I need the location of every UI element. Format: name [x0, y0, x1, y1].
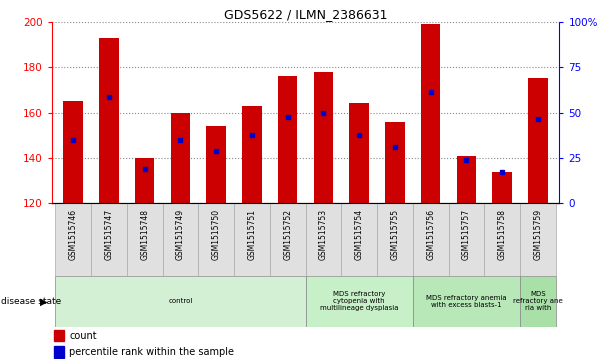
Bar	[54, 330, 64, 341]
Bar	[385, 122, 405, 203]
Bar	[242, 106, 261, 203]
Bar	[520, 203, 556, 276]
Text: control: control	[168, 298, 193, 304]
Bar	[198, 203, 234, 276]
Text: GSM1515750: GSM1515750	[212, 209, 221, 260]
Title: GDS5622 / ILMN_2386631: GDS5622 / ILMN_2386631	[224, 8, 387, 21]
Text: GSM1515759: GSM1515759	[533, 209, 542, 260]
Text: GSM1515753: GSM1515753	[319, 209, 328, 260]
Text: count: count	[69, 331, 97, 341]
Bar	[350, 103, 369, 203]
Bar	[413, 276, 520, 327]
Text: ▶: ▶	[40, 296, 47, 306]
Bar	[421, 24, 440, 203]
Text: GSM1515754: GSM1515754	[354, 209, 364, 260]
Bar	[457, 156, 476, 203]
Text: MDS refractory
cytopenia with
multilineage dysplasia: MDS refractory cytopenia with multilinea…	[320, 291, 398, 311]
Bar	[99, 38, 119, 203]
Text: GSM1515755: GSM1515755	[390, 209, 399, 260]
Bar	[305, 203, 341, 276]
Bar	[54, 346, 64, 358]
Text: MDS
refractory ane
ria with: MDS refractory ane ria with	[513, 291, 563, 311]
Bar	[413, 203, 449, 276]
Text: MDS refractory anemia
with excess blasts-1: MDS refractory anemia with excess blasts…	[426, 295, 506, 308]
Text: GSM1515752: GSM1515752	[283, 209, 292, 260]
Bar	[528, 78, 548, 203]
Text: GSM1515756: GSM1515756	[426, 209, 435, 260]
Text: GSM1515757: GSM1515757	[462, 209, 471, 260]
Bar	[278, 76, 297, 203]
Bar	[449, 203, 485, 276]
Bar	[63, 101, 83, 203]
Text: GSM1515746: GSM1515746	[69, 209, 78, 260]
Bar	[341, 203, 377, 276]
Bar	[55, 276, 305, 327]
Bar	[270, 203, 306, 276]
Text: percentile rank within the sample: percentile rank within the sample	[69, 347, 235, 357]
Bar	[485, 203, 520, 276]
Bar	[126, 203, 162, 276]
Bar	[55, 203, 91, 276]
Bar	[492, 171, 512, 203]
Bar	[171, 113, 190, 203]
Bar	[234, 203, 270, 276]
Bar	[305, 276, 413, 327]
Bar	[162, 203, 198, 276]
Text: disease state: disease state	[1, 297, 61, 306]
Bar	[91, 203, 126, 276]
Bar	[206, 126, 226, 203]
Bar	[135, 158, 154, 203]
Bar	[377, 203, 413, 276]
Text: GSM1515758: GSM1515758	[498, 209, 506, 260]
Bar	[520, 276, 556, 327]
Text: GSM1515748: GSM1515748	[140, 209, 149, 260]
Text: GSM1515747: GSM1515747	[105, 209, 113, 260]
Bar	[314, 72, 333, 203]
Text: GSM1515751: GSM1515751	[247, 209, 257, 260]
Text: GSM1515749: GSM1515749	[176, 209, 185, 260]
